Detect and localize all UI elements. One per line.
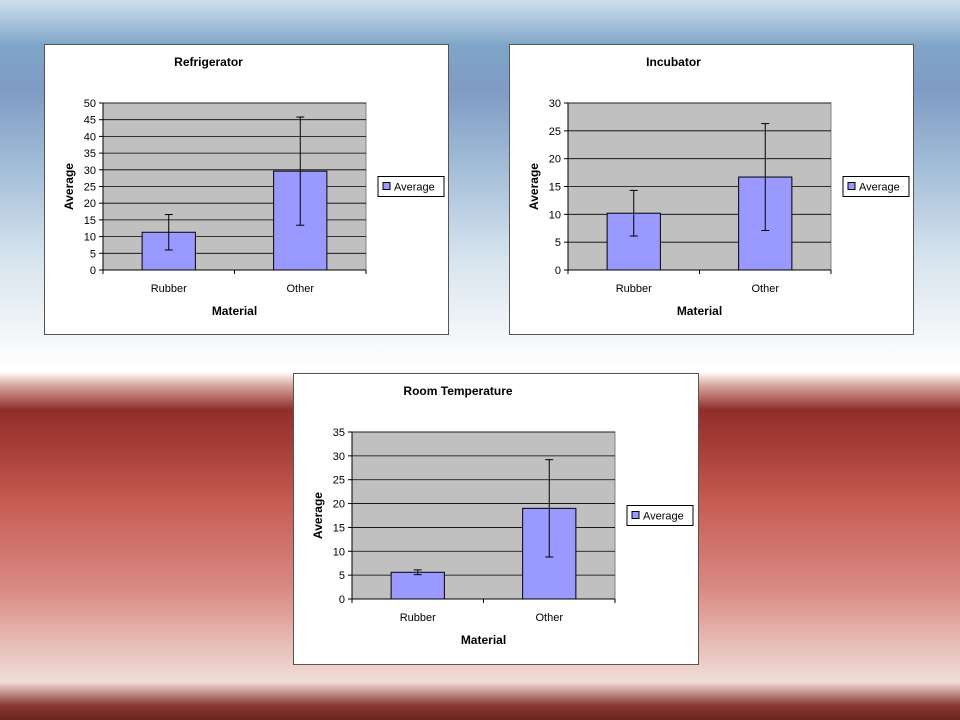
y-tick-label: 10: [549, 209, 561, 221]
legend-label: Average: [643, 511, 684, 523]
x-tick-label: Rubber: [400, 612, 436, 624]
y-tick-label: 15: [549, 182, 561, 194]
x-axis-label: Material: [212, 304, 257, 318]
y-tick-label: 0: [339, 594, 345, 606]
chart-title: Refrigerator: [174, 55, 243, 69]
x-axis-label: Material: [461, 633, 506, 647]
y-axis-label: Average: [311, 492, 325, 539]
y-tick-label: 5: [555, 237, 561, 249]
legend-label: Average: [394, 182, 435, 194]
y-tick-label: 30: [84, 165, 96, 177]
y-tick-label: 30: [333, 451, 345, 463]
chart-room-temperature: Room Temperature 0 5 10 15 20 25 30 35 Rubber Othe…: [293, 373, 699, 665]
y-tick-label: 10: [333, 546, 345, 558]
legend-swatch: [631, 511, 640, 519]
y-tick-label: 25: [549, 126, 561, 138]
y-axis-label: Average: [62, 163, 76, 210]
y-tick-label: 15: [333, 522, 345, 534]
legend-label: Average: [859, 182, 900, 194]
y-tick-label: 25: [333, 475, 345, 487]
y-tick-label: 15: [84, 215, 96, 227]
x-tick-label: Other: [535, 612, 563, 624]
legend-box: [377, 176, 445, 197]
legend-box: [626, 505, 694, 526]
x-tick-label: Other: [286, 283, 314, 295]
y-tick-label: 5: [90, 248, 96, 260]
legend-box: [842, 176, 910, 197]
x-tick-label: Rubber: [151, 283, 187, 295]
y-tick-label: 20: [84, 198, 96, 210]
chart-title: Room Temperature: [403, 384, 512, 398]
x-tick-label: Other: [751, 283, 779, 295]
y-tick-label: 50: [84, 98, 96, 110]
y-tick-label: 0: [90, 265, 96, 277]
bar-rubber: [390, 571, 445, 600]
y-tick-label: 40: [84, 131, 96, 143]
y-axis-label: Average: [527, 163, 541, 210]
legend-swatch: [382, 182, 391, 190]
x-tick-label: Rubber: [616, 283, 652, 295]
chart-room-temperature-svg: Room Temperature 0 5 10 15 20 25 30 35 Rubber Othe…: [311, 384, 694, 647]
chart-refrigerator-svg: Refrigerator 0 5 10 15 20 25 30 35 40 45 50 Rubber Ot…: [62, 55, 445, 318]
x-axis-label: Material: [677, 304, 722, 318]
y-tick-label: 45: [84, 115, 96, 127]
y-tick-label: 20: [333, 499, 345, 511]
chart-title: Incubator: [646, 55, 701, 69]
y-tick-label: 10: [84, 232, 96, 244]
y-tick-label: 25: [84, 182, 96, 194]
y-tick-label: 30: [549, 98, 561, 110]
chart-refrigerator: Refrigerator 0 5 10 15 20 25 30 35 40 45 50 Rubber Ot…: [44, 44, 449, 335]
y-tick-label: 0: [555, 265, 561, 277]
y-tick-label: 35: [333, 427, 345, 439]
chart-incubator: Incubator 0 5 10 15 20 25 30 Rubber Other Material…: [509, 44, 914, 335]
y-tick-label: 20: [549, 154, 561, 166]
chart-incubator-svg: Incubator 0 5 10 15 20 25 30 Rubber Other Material…: [527, 55, 910, 318]
legend-swatch: [847, 182, 856, 190]
y-tick-label: 5: [339, 570, 345, 582]
y-tick-label: 35: [84, 148, 96, 160]
